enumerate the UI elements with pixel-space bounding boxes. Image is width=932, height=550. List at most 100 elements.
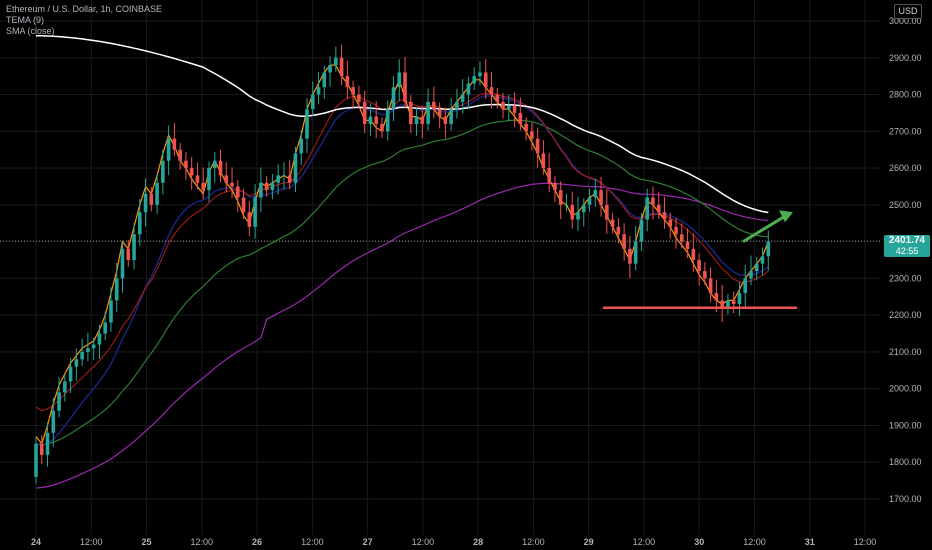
time-tick-label: 24: [31, 537, 41, 547]
candle-body: [259, 182, 263, 198]
candle-body: [236, 186, 240, 198]
candle-body: [391, 87, 396, 110]
time-tick-label: 12:00: [854, 537, 877, 547]
candle-body: [270, 182, 275, 191]
grid: [0, 0, 880, 535]
price-tick-label: 2100.00: [889, 347, 922, 357]
time-tick-label: 12:00: [743, 537, 766, 547]
candle-body: [385, 109, 390, 132]
candle-body: [731, 300, 736, 305]
candle-body: [34, 443, 38, 477]
candle-body: [218, 160, 223, 176]
candle-body: [143, 193, 148, 213]
candle-body: [501, 101, 505, 110]
candle-body: [351, 87, 355, 95]
chart-legend: Ethereum / U.S. Dollar, 1h, COINBASE TEM…: [6, 4, 162, 37]
candle-body: [605, 204, 609, 220]
candle-body: [628, 248, 632, 264]
candle-body: [760, 256, 765, 264]
candle-body: [207, 168, 211, 191]
arrow-shaft: [742, 214, 786, 243]
candle-body: [437, 109, 442, 117]
candle-body: [155, 182, 159, 205]
time-tick-label: 12:00: [191, 537, 214, 547]
candle-body: [570, 204, 575, 220]
candle-body: [224, 175, 229, 183]
candle-body: [305, 109, 309, 139]
candle-body: [91, 344, 96, 349]
price-tick-label: 1700.00: [889, 494, 922, 504]
currency-button[interactable]: USD: [894, 4, 922, 19]
candle-body: [535, 138, 540, 154]
candle-body: [495, 94, 500, 102]
candle-body: [449, 109, 453, 124]
candle-body: [512, 105, 517, 113]
candle-body: [230, 182, 234, 187]
indicator-sma[interactable]: SMA (close): [6, 26, 55, 36]
candle-body: [195, 175, 200, 183]
price-tick-label: 1900.00: [889, 420, 922, 430]
time-tick-label: 26: [252, 537, 262, 547]
candle-body: [541, 153, 546, 169]
time-axis: 24 12:00 25 12:00 26 12:00 27 12:00 28 12:00 29 12:…: [31, 537, 876, 547]
candle-body: [253, 197, 257, 227]
candle-body: [126, 248, 131, 260]
candle-body: [622, 234, 626, 249]
price-tick-label: 2000.00: [889, 384, 922, 394]
candle-body: [149, 193, 154, 205]
candle-body: [241, 197, 246, 213]
candle-body: [334, 57, 338, 66]
time-tick-label: 30: [694, 537, 704, 547]
candle-body: [720, 300, 724, 308]
candle-body: [68, 366, 73, 382]
candle-body: [737, 293, 742, 305]
indicator-tema[interactable]: TEMA (9): [6, 15, 45, 25]
candle-body: [633, 241, 638, 264]
candle-body: [397, 72, 402, 88]
price-tick-label: 2200.00: [889, 310, 922, 320]
time-tick-label: 27: [363, 537, 373, 547]
candle-body: [282, 175, 286, 177]
candle-body: [472, 76, 477, 84]
price-tick-label: 2700.00: [889, 126, 922, 136]
candle-body: [610, 219, 615, 227]
candle-body: [432, 101, 436, 110]
candle-body: [132, 234, 136, 260]
candle-body: [189, 168, 194, 176]
price-tick-label: 3000.00: [889, 16, 922, 26]
candle-body: [57, 392, 61, 411]
candle-body: [86, 348, 90, 352]
candle-body: [466, 83, 471, 95]
bar-countdown: 42:55: [895, 246, 919, 256]
candle-body: [443, 116, 448, 124]
purple-ma-line: [35, 182, 769, 489]
candle-body: [483, 72, 488, 88]
price-tick-label: 2900.00: [889, 53, 922, 63]
green-ma-line: [35, 119, 769, 446]
candle-body: [201, 182, 206, 191]
candles: [34, 44, 771, 484]
candle-body: [668, 219, 673, 227]
candle-body: [553, 182, 557, 191]
time-tick-label: 12:00: [522, 537, 545, 547]
time-tick-label: 12:00: [633, 537, 656, 547]
price-tick-label: 2800.00: [889, 90, 922, 100]
candle-body: [599, 190, 603, 205]
candle-body: [489, 87, 494, 95]
candle-body: [287, 175, 292, 183]
candle-body: [656, 204, 661, 213]
candle-body: [408, 101, 413, 124]
candle-body: [299, 138, 304, 154]
candle-body: [697, 260, 701, 272]
time-tick-label: 28: [473, 537, 483, 547]
arrow-head: [779, 210, 793, 223]
sma-line: [35, 34, 769, 214]
candle-body: [524, 123, 528, 132]
candle-body: [766, 241, 771, 257]
candle-body: [685, 241, 690, 249]
candle-body: [662, 212, 667, 220]
candle-body: [754, 263, 759, 272]
last-price-value: 2401.74: [888, 235, 926, 246]
candle-body: [587, 197, 592, 205]
